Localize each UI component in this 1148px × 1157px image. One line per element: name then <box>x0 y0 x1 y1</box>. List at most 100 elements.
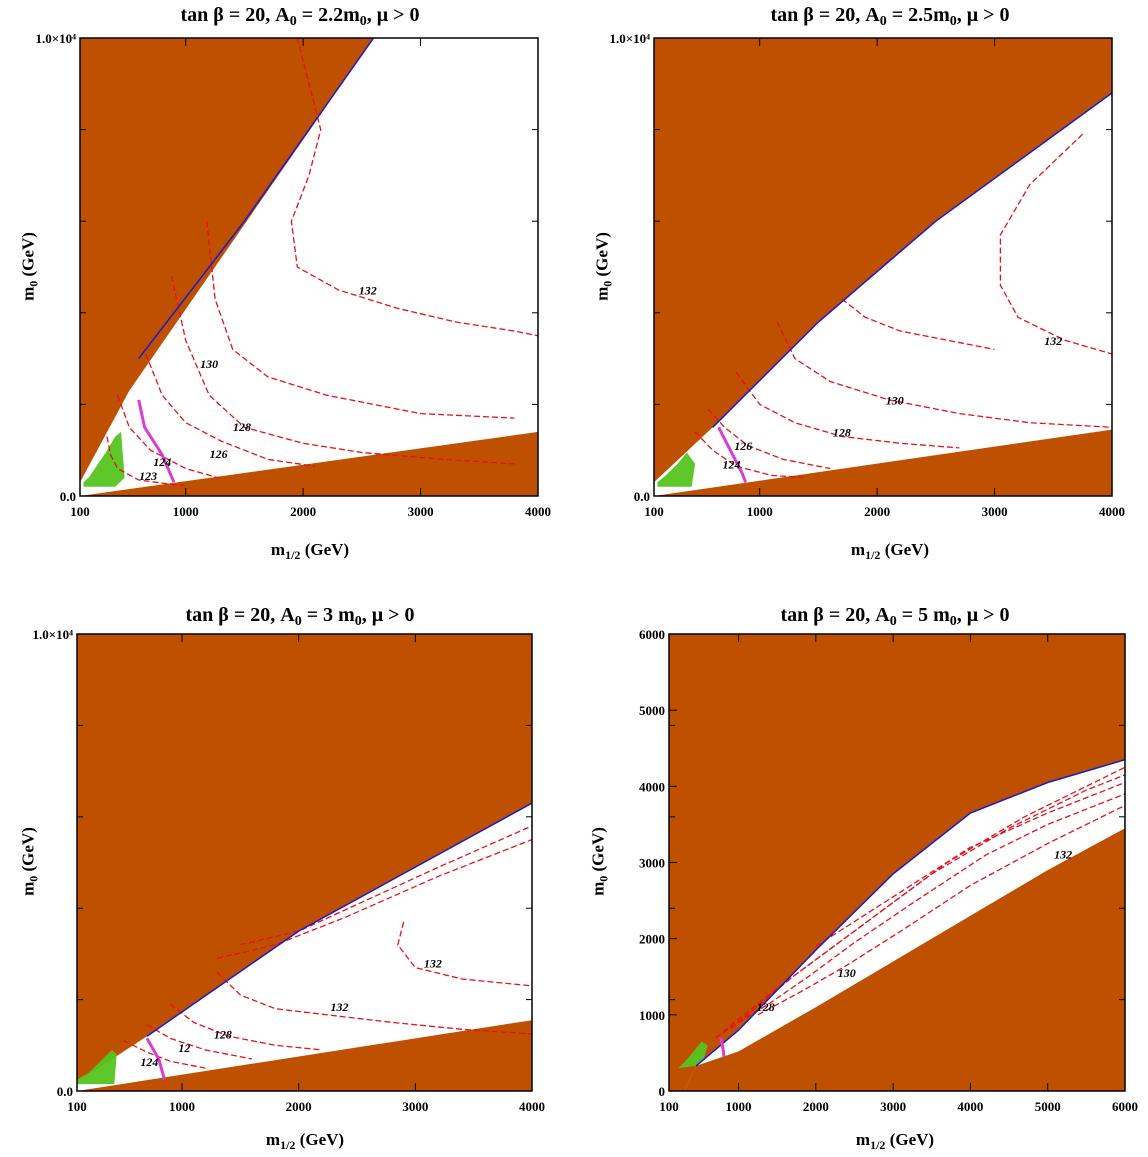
contour-label-2: 132 <box>1054 848 1072 862</box>
plot-frame <box>653 37 1113 497</box>
x-tick-label-6: 6000 <box>1112 1099 1138 1114</box>
higgs-mass-contour-1 <box>146 1024 253 1060</box>
y-tick-label-0: 0.0 <box>60 489 76 504</box>
contour-label-0: 128 <box>757 1000 775 1014</box>
x-tick-label-0: 100 <box>67 1099 87 1114</box>
contour-label-2: 128 <box>833 425 851 439</box>
x-tick-label-0: 100 <box>644 504 664 519</box>
y-tick-label-0: 0 <box>659 1084 666 1099</box>
higgs-mass-contour-1 <box>707 408 831 470</box>
contour-label-5: 132 <box>359 283 377 297</box>
contour-label-1: 124 <box>153 455 171 469</box>
x-tick-label-2: 2000 <box>286 1099 312 1114</box>
y-tick-label-3: 3000 <box>639 856 665 871</box>
y-axis-label-0: m0 (GeV) <box>18 232 41 301</box>
higgs-mass-contour-2 <box>815 781 1125 947</box>
x-axis-label-3: m1/2 (GeV) <box>855 1130 935 1152</box>
excluded-region-lower <box>654 429 1112 496</box>
higgs-mass-contour-4 <box>206 221 515 419</box>
x-tick-label-0: 100 <box>70 504 90 519</box>
x-axis-label-0: m1/2 (GeV) <box>270 540 350 562</box>
mass-bound-line <box>717 426 748 483</box>
excluded-region-upper <box>80 38 374 483</box>
chart-plot-3: 128 130 132 100 1000 2000 3000 4000 5000 6000 0 100… <box>639 627 1138 1114</box>
y-tick-label-6: 6000 <box>639 627 665 642</box>
contour-label-4: 130 <box>200 357 218 371</box>
higgs-mass-contour-6 <box>216 838 532 960</box>
higgs-mass-contour-4 <box>999 133 1112 355</box>
x-tick-label-2: 2000 <box>803 1099 829 1114</box>
x-tick-label-0: 100 <box>659 1099 679 1114</box>
x-tick-label-3: 3000 <box>880 1099 906 1114</box>
g2-favored-region <box>83 431 125 487</box>
mass-bound-line <box>719 1037 726 1057</box>
contour-label-1: 130 <box>838 966 856 980</box>
higgs-mass-contour-3 <box>216 971 532 1035</box>
higgs-mass-contour-2 <box>169 1003 323 1051</box>
excluded-region-lower <box>80 431 538 496</box>
x-tick-label-3: 3000 <box>402 1099 428 1114</box>
y-tick-label-2: 2000 <box>639 932 665 947</box>
x-tick-label-3: 3000 <box>408 504 434 519</box>
g2-favored-region <box>657 452 696 487</box>
contour-label-0: 124 <box>723 458 741 472</box>
y-axis-label-3: m0 (GeV) <box>588 827 611 896</box>
x-tick-label-1: 1000 <box>173 504 199 519</box>
higgs-mass-contour-3 <box>776 321 1112 428</box>
chart-title-2: tan β = 20, A0 = 3 m0, μ > 0 <box>185 604 415 629</box>
higgs-mass-contour-5 <box>240 825 532 946</box>
chart-title-3: tan β = 20, A0 = 5 m0, μ > 0 <box>780 604 1010 629</box>
g2-favored-region <box>77 1049 117 1085</box>
x-tick-label-4: 4000 <box>525 504 551 519</box>
higgs-mass-contour-0 <box>106 436 186 487</box>
contour-label-0: 124 <box>140 1055 158 1069</box>
plot-frame <box>76 633 533 1092</box>
chart-title-1: tan β = 20, A0 = 2.5m0, μ > 0 <box>770 4 1010 29</box>
mass-bound-line <box>137 399 176 483</box>
higgs-mass-contour-2 <box>145 353 315 467</box>
excluded-region-lower <box>684 828 1125 1091</box>
y-tick-label-1: 1.0×10⁴ <box>609 31 650 46</box>
x-tick-label-4: 4000 <box>1099 504 1125 519</box>
x-tick-label-1: 1000 <box>726 1099 752 1114</box>
excluded-region-upper <box>669 634 1125 1091</box>
contour-label-3: 128 <box>233 420 251 434</box>
contour-label-1: 12 <box>178 1041 190 1055</box>
y-axis-label-1: m0 (GeV) <box>592 232 615 301</box>
y-tick-label-1: 1.0×10⁴ <box>32 627 73 642</box>
chart-plot-2: 124 12 128 132 132 100 1000 2000 3000 4000 0.0 1.0×… <box>32 627 545 1114</box>
higgs-mass-contour-0 <box>694 431 807 479</box>
chart-plot-1: 124 126 128 130 132 100 1000 2000 3000 4000 0.0 1.0… <box>609 31 1125 519</box>
higgs-mass-contour-0 <box>715 793 1125 1039</box>
relic-density-strip <box>146 802 532 1037</box>
higgs-mass-contour-1 <box>757 804 1125 1016</box>
x-tick-label-2: 2000 <box>290 504 316 519</box>
y-tick-label-4: 4000 <box>639 779 665 794</box>
contour-label-1: 126 <box>734 439 752 453</box>
plot-frame <box>79 37 539 497</box>
higgs-mass-contour-2 <box>735 371 960 449</box>
x-tick-label-3: 3000 <box>982 504 1008 519</box>
x-tick-label-5: 5000 <box>1035 1099 1061 1114</box>
y-tick-label-0: 0.0 <box>634 489 650 504</box>
contour-label-4: 132 <box>424 957 442 971</box>
x-tick-label-1: 1000 <box>747 504 773 519</box>
relic-density-strip <box>138 38 375 360</box>
x-tick-label-4: 4000 <box>519 1099 545 1114</box>
higgs-mass-contour-5 <box>841 298 995 351</box>
contour-label-3: 130 <box>886 393 904 407</box>
relic-density-strip <box>695 758 1125 1067</box>
contour-label-3: 132 <box>331 1000 349 1014</box>
x-axis-label-1: m1/2 (GeV) <box>850 540 930 562</box>
mass-bound-line <box>145 1037 166 1081</box>
relic-density-strip <box>712 92 1112 428</box>
higgs-mass-contour-5 <box>290 38 538 337</box>
y-tick-label-1: 1.0×10⁴ <box>35 31 76 46</box>
contour-label-0: 123 <box>139 469 157 483</box>
higgs-mass-contour-3 <box>170 276 515 465</box>
x-tick-label-4: 4000 <box>957 1099 983 1114</box>
y-tick-label-1: 1000 <box>639 1008 665 1023</box>
contour-label-2: 128 <box>214 1027 232 1041</box>
y-tick-label-5: 5000 <box>639 703 665 718</box>
